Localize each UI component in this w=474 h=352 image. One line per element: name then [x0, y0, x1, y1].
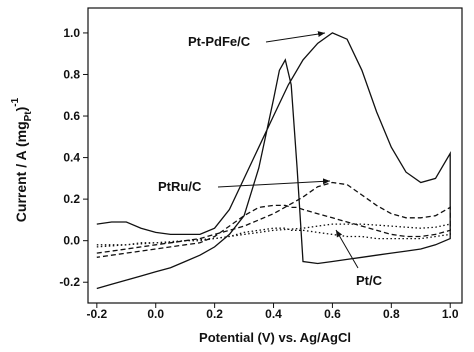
y-label-sub: Pt	[23, 111, 34, 122]
x-tick-label: -0.2	[86, 307, 107, 321]
y-tick-label: -0.2	[59, 275, 80, 289]
label-arrow	[335, 229, 359, 269]
y-tick-label: 0.8	[63, 67, 80, 81]
x-axis-label: Potential (V) vs. Ag/AgCl	[199, 330, 351, 345]
series-label: PtRu/C	[158, 179, 202, 194]
y-axis-label: Current / A (mgPt)-1	[10, 97, 34, 222]
label-arrow	[265, 31, 326, 43]
y-tick-label: 0.6	[63, 109, 80, 123]
x-tick-label: 0.2	[206, 307, 223, 321]
series-label: Pt-PdFe/C	[188, 34, 251, 49]
label-arrow	[217, 178, 331, 188]
x-tick-label: 0.4	[265, 307, 282, 321]
x-tick-label: 0.8	[383, 307, 400, 321]
y-tick-label: 0.4	[63, 151, 80, 165]
series-label: Pt/C	[356, 273, 383, 288]
y-tick-label: 1.0	[63, 26, 80, 40]
data-line	[96, 223, 451, 248]
data-line	[96, 32, 451, 290]
y-tick-label: 0.0	[63, 234, 80, 248]
plot-frame	[87, 7, 463, 304]
x-tick-label: 0.0	[147, 307, 164, 321]
y-tick-label: 0.2	[63, 192, 80, 206]
y-label-part: )	[13, 107, 29, 112]
data-line	[96, 181, 451, 258]
y-label-sup: -1	[10, 97, 21, 106]
y-label-part: Current / A (mg	[13, 121, 29, 222]
x-tick-label: 0.6	[324, 307, 341, 321]
x-tick-label: 1.0	[442, 307, 459, 321]
